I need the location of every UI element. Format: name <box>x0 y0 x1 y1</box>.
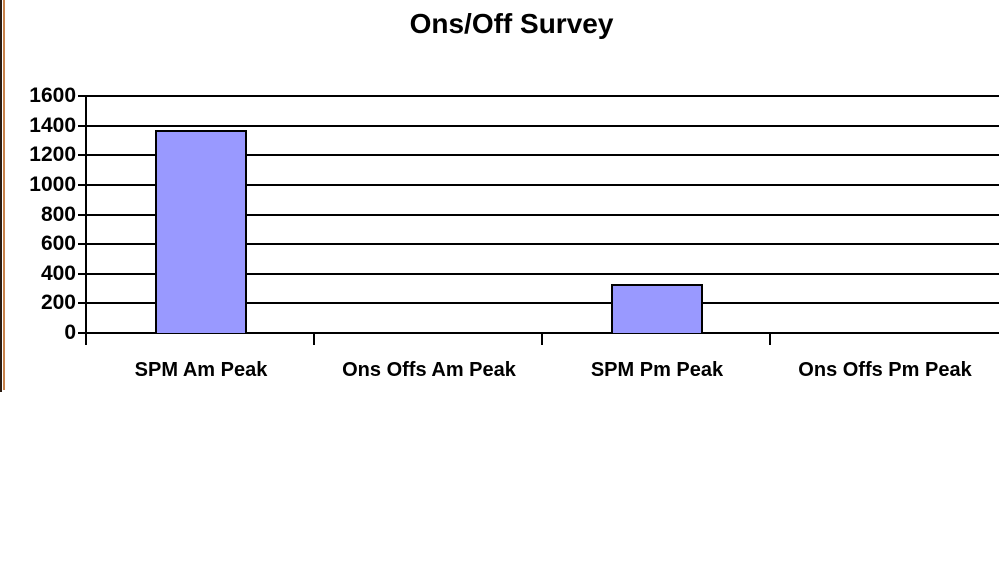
y-axis-tick-label: 200 <box>40 291 76 315</box>
y-axis-tick <box>78 213 87 216</box>
x-axis-category-label: Ons Offs Pm Peak <box>798 359 972 381</box>
y-axis-tick <box>78 302 87 305</box>
y-axis-tick <box>78 183 87 186</box>
gridline-1200 <box>87 154 999 157</box>
y-axis-tick-label: 600 <box>40 232 76 256</box>
gridline-1400 <box>87 124 999 127</box>
y-axis-tick <box>78 124 87 127</box>
y-axis-line <box>85 96 87 335</box>
y-axis-tick-label: 800 <box>40 202 76 226</box>
x-axis-tick <box>769 334 771 345</box>
gridline-1000 <box>87 183 999 186</box>
y-axis-tick-label: 1000 <box>29 172 76 196</box>
chart-title: Ons/Off Survey <box>409 8 614 39</box>
x-axis-line <box>87 332 999 334</box>
window-left-edge <box>0 0 2 392</box>
bar-spm-pm-peak <box>611 284 703 333</box>
y-axis-tick <box>78 95 87 97</box>
x-axis-tick <box>313 334 315 345</box>
y-axis-tick-label: 1600 <box>29 84 76 107</box>
y-axis-tick <box>78 272 87 275</box>
x-axis-tick <box>85 334 87 345</box>
gridline-1600 <box>87 95 999 97</box>
y-axis-tick <box>78 154 87 157</box>
y-axis-tick-label: 0 <box>64 321 76 344</box>
x-axis-tick <box>541 334 543 345</box>
x-axis-category-label: SPM Pm Peak <box>590 359 724 381</box>
gridline-600 <box>87 243 999 246</box>
y-axis-tick <box>78 332 87 334</box>
gridline-800 <box>87 213 999 216</box>
x-axis-category-label: Ons Offs Am Peak <box>342 359 516 381</box>
gridline-400 <box>87 272 999 275</box>
y-axis-tick-label: 400 <box>40 261 76 285</box>
y-axis-tick <box>78 243 87 246</box>
y-axis-tick-label: 1200 <box>29 143 76 167</box>
bar-spm-am-peak <box>155 130 247 333</box>
gridline-200 <box>87 302 999 305</box>
y-axis-tick-label: 1400 <box>29 113 76 137</box>
window-left-edge-accent <box>3 0 5 390</box>
x-axis-category-label: SPM Am Peak <box>134 359 268 381</box>
